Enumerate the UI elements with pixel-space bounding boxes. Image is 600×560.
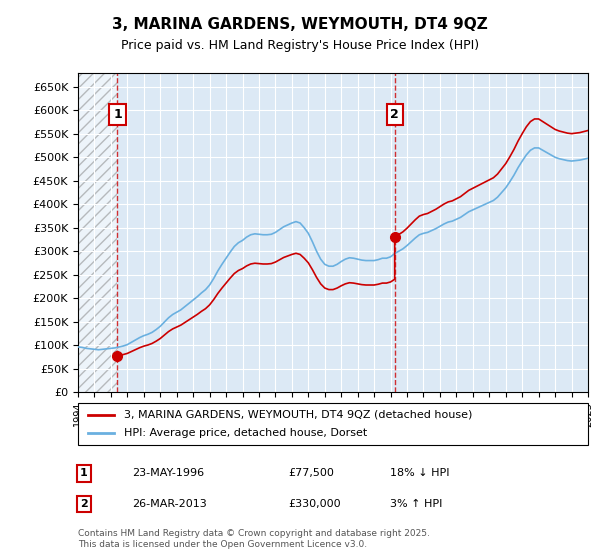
Text: 2: 2 bbox=[80, 499, 88, 509]
Text: 3% ↑ HPI: 3% ↑ HPI bbox=[390, 499, 442, 509]
Text: 23-MAY-1996: 23-MAY-1996 bbox=[132, 468, 204, 478]
FancyBboxPatch shape bbox=[78, 403, 588, 445]
Text: 1: 1 bbox=[80, 468, 88, 478]
Text: 1: 1 bbox=[113, 108, 122, 121]
Text: 26-MAR-2013: 26-MAR-2013 bbox=[132, 499, 207, 509]
Text: 2: 2 bbox=[391, 108, 399, 121]
Text: 3, MARINA GARDENS, WEYMOUTH, DT4 9QZ (detached house): 3, MARINA GARDENS, WEYMOUTH, DT4 9QZ (de… bbox=[124, 410, 472, 420]
Text: 18% ↓ HPI: 18% ↓ HPI bbox=[390, 468, 449, 478]
Text: HPI: Average price, detached house, Dorset: HPI: Average price, detached house, Dors… bbox=[124, 428, 367, 438]
Text: £330,000: £330,000 bbox=[288, 499, 341, 509]
Text: 3, MARINA GARDENS, WEYMOUTH, DT4 9QZ: 3, MARINA GARDENS, WEYMOUTH, DT4 9QZ bbox=[112, 17, 488, 32]
Text: Contains HM Land Registry data © Crown copyright and database right 2025.
This d: Contains HM Land Registry data © Crown c… bbox=[78, 529, 430, 549]
Text: Price paid vs. HM Land Registry's House Price Index (HPI): Price paid vs. HM Land Registry's House … bbox=[121, 39, 479, 52]
Text: £77,500: £77,500 bbox=[288, 468, 334, 478]
Polygon shape bbox=[78, 73, 118, 392]
